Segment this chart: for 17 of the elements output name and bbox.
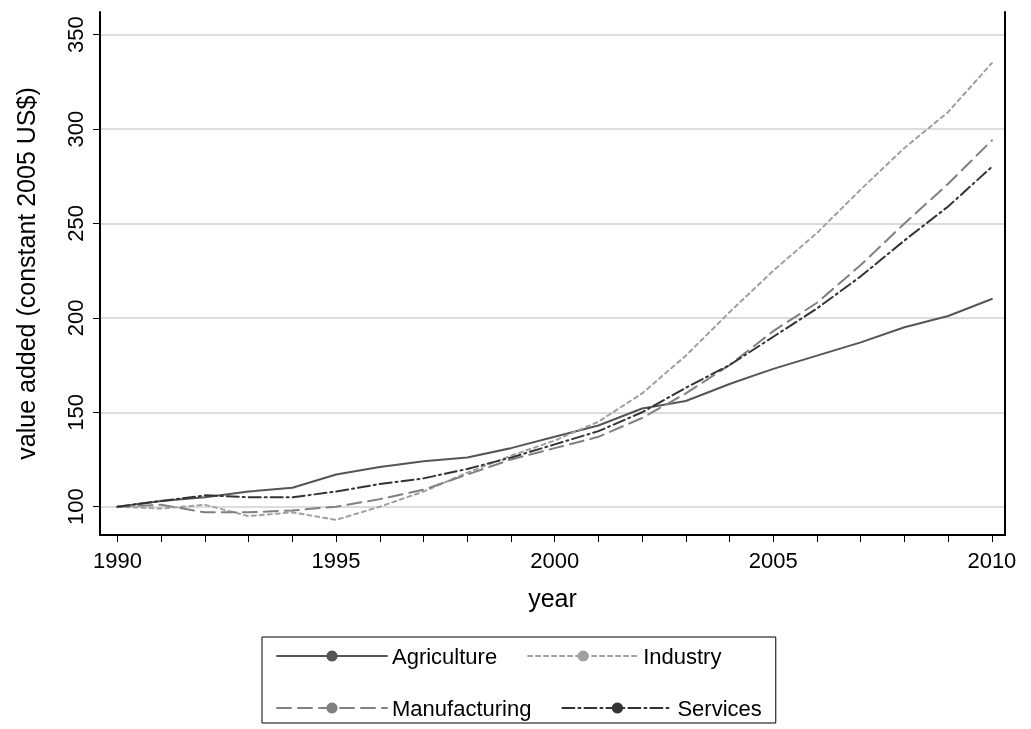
y-tick-label: 150 [62,393,88,431]
x-tick-label: 2005 [748,547,798,573]
legend-label: Manufacturing [392,695,532,721]
y-tick-label: 300 [62,110,88,148]
x-tick-label: 1995 [311,547,361,573]
legend-label: Industry [643,643,722,669]
y-axis-title: value added (constant 2005 US$) [11,87,40,460]
x-tick-label: 1990 [93,547,142,573]
x-axis-title: year [528,583,577,612]
y-tick-label: 200 [62,299,88,337]
x-tick-label: 2010 [967,547,1017,573]
legend-label: Agriculture [392,643,498,669]
y-tick-label: 250 [62,205,88,242]
x-tick-label: 2000 [530,547,580,573]
legend-label: Services [677,695,762,721]
y-tick-label: 350 [62,16,88,54]
y-tick-label: 100 [62,488,88,526]
